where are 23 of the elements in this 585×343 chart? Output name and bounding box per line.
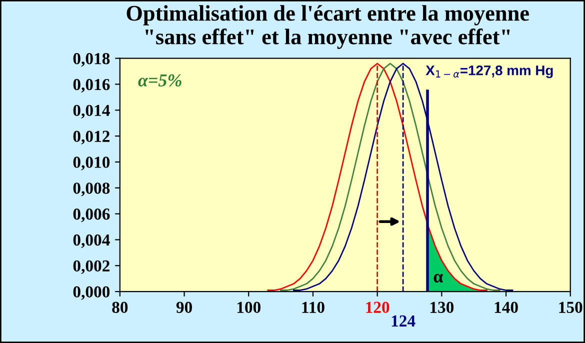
x-tick-label: 100 <box>237 302 260 313</box>
x-tick-label: 90 <box>176 302 192 313</box>
x-tick-label: 120 <box>366 302 390 313</box>
y-tick-label: 0,012 <box>73 130 110 144</box>
y-tick-label: 0,010 <box>73 156 110 170</box>
y-tick-label: 0,000 <box>73 286 110 300</box>
annotation: α=5% <box>138 74 182 87</box>
y-tick-label: 0,004 <box>73 234 110 248</box>
ref-line-label: 124 <box>392 315 416 326</box>
y-tick-label: 0,018 <box>73 53 110 67</box>
ref-line-label: X$_{1−α}$=127,8 mm Hg <box>426 65 553 78</box>
y-tick-label: 0,008 <box>73 182 110 196</box>
y-tick-label: 0,016 <box>73 78 110 93</box>
y-tick-label: 0,014 <box>73 104 110 119</box>
y-tick-label: 0,002 <box>73 260 110 274</box>
chart-title: Optimalisation de l'écart entre la moyenne "sans effet" et la moyenne "avec effet" <box>126 5 529 49</box>
x-tick-label: 110 <box>302 302 324 313</box>
x-tick-label: 130 <box>430 302 454 313</box>
x-tick-label: 150 <box>559 302 582 313</box>
annotation: α <box>434 274 444 283</box>
x-tick-label: 140 <box>494 302 518 313</box>
y-tick-label: 0,006 <box>73 208 110 222</box>
x-tick-label: 80 <box>112 302 128 313</box>
